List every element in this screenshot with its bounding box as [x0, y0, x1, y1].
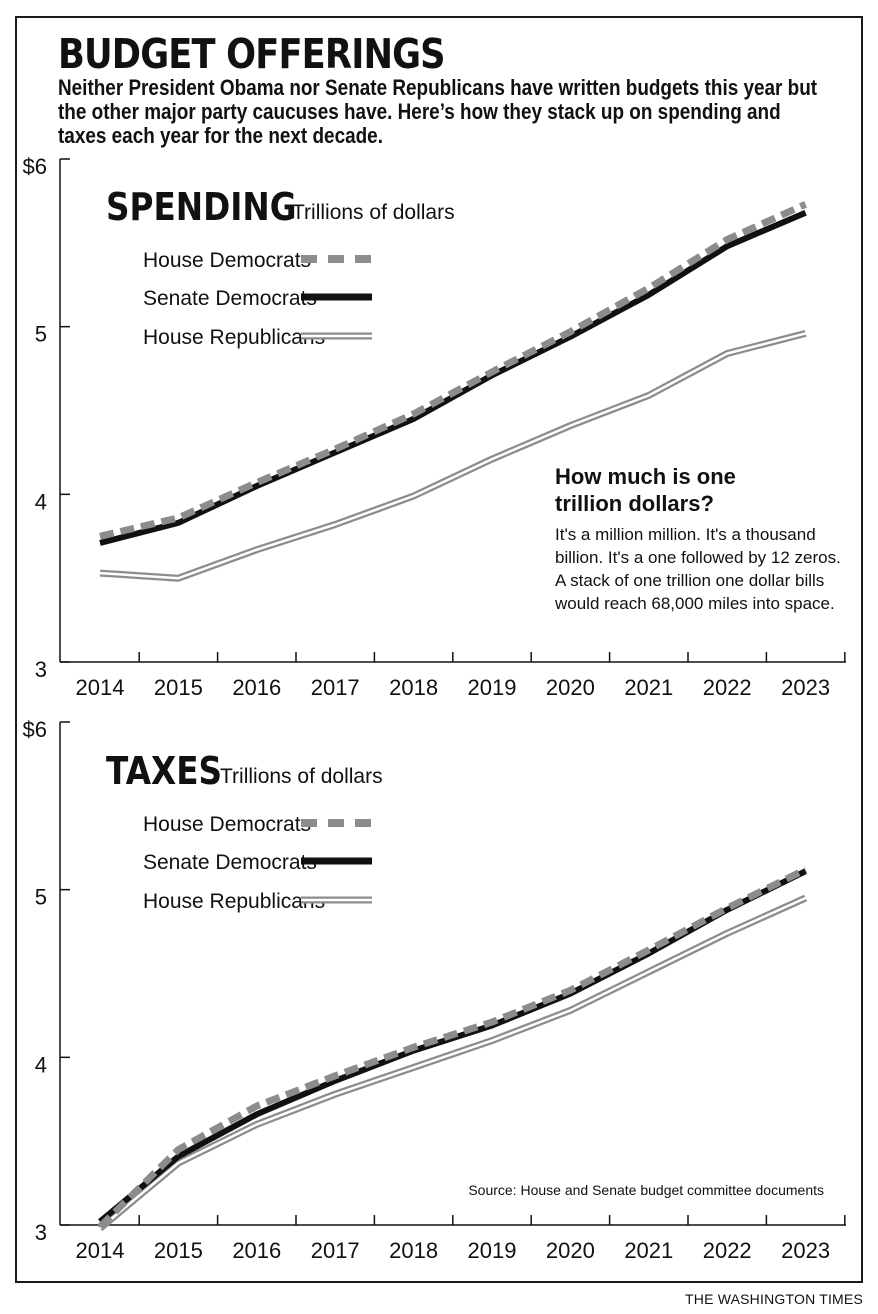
taxes-y-tick-label-2: 5 — [35, 885, 47, 910]
taxes-x-tick-label-5: 2019 — [468, 1238, 517, 1263]
spending-legend-label-2: House Republicans — [143, 326, 325, 349]
spending-x-tick-label-2: 2016 — [232, 675, 281, 700]
spending-x-tick-label-8: 2022 — [703, 675, 752, 700]
spending-note-body-0: It's a million million. It's a thousand — [555, 525, 816, 544]
page-subtitle: Neither President Obama nor Senate Repub… — [58, 75, 818, 148]
taxes-legend-label-2: House Republicans — [143, 890, 325, 913]
taxes-legend-label-1: Senate Democrats — [143, 851, 317, 874]
taxes-x-tick-label-1: 2015 — [154, 1238, 203, 1263]
spending-series-0-line — [99, 201, 808, 540]
spending-x-tick-label-1: 2015 — [154, 675, 203, 700]
spending-note-body-2: A stack of one trillion one dollar bills — [555, 571, 824, 590]
spending-note-heading-0: How much is one — [555, 464, 736, 489]
taxes-series-0-line — [97, 866, 808, 1230]
spending-y-tick-label-1: 4 — [35, 489, 47, 514]
taxes-legend-label-0: House Democrats — [143, 813, 311, 836]
spending-note-heading-1: trillion dollars? — [555, 491, 714, 516]
taxes-y-tick-label-0: 3 — [35, 1220, 47, 1245]
spending-y-tick-label-0: 3 — [35, 657, 47, 682]
spending-chart: 3 4 5 $6 2014 2015 2016 2017 2018 2019 2020 2021 202… — [23, 154, 846, 700]
spending-series-1-line — [99, 209, 807, 546]
spending-x-tick-label-3: 2017 — [311, 675, 360, 700]
taxes-chart-title: TAXES — [106, 750, 222, 794]
taxes-y-tick-label-3: $6 — [23, 717, 47, 742]
spending-x-tick-label-7: 2021 — [624, 675, 673, 700]
spending-legend-label-0: House Democrats — [143, 249, 311, 272]
taxes-x-tick-label-6: 2020 — [546, 1238, 595, 1263]
spending-x-tick-label-6: 2020 — [546, 675, 595, 700]
spending-chart-unit: Trillions of dollars — [292, 201, 455, 224]
taxes-source: Source: House and Senate budget committe… — [468, 1182, 824, 1198]
taxes-chart-unit: Trillions of dollars — [220, 765, 383, 788]
spending-note-body-1: billion. It's a one followed by 12 zeros… — [555, 548, 841, 567]
taxes-y-tick-label-1: 4 — [35, 1052, 47, 1077]
spending-x-tick-label-5: 2019 — [468, 675, 517, 700]
spending-y-tick-label-3: $6 — [23, 154, 47, 179]
taxes-x-tick-label-7: 2021 — [624, 1238, 673, 1263]
taxes-x-tick-label-0: 2014 — [76, 1238, 125, 1263]
taxes-x-tick-label-4: 2018 — [389, 1238, 438, 1263]
taxes-series-2-line-inner — [99, 896, 807, 1230]
taxes-x-tick-label-2: 2016 — [232, 1238, 281, 1263]
taxes-x-tick-label-9: 2023 — [781, 1238, 830, 1263]
spending-legend-label-1: Senate Democrats — [143, 287, 317, 310]
spending-series-2-line-inner — [99, 332, 806, 580]
spending-x-tick-label-4: 2018 — [389, 675, 438, 700]
figure-frame — [15, 16, 863, 1283]
spending-x-tick-label-9: 2023 — [781, 675, 830, 700]
taxes-x-tick-label-3: 2017 — [311, 1238, 360, 1263]
spending-note-body-3: would reach 68,000 miles into space. — [554, 594, 835, 613]
spending-x-tick-label-0: 2014 — [76, 675, 125, 700]
spending-chart-title: SPENDING — [106, 186, 297, 230]
page-title: BUDGET OFFERINGS — [58, 30, 446, 78]
credit-label: THE WASHINGTON TIMES — [685, 1291, 863, 1307]
taxes-chart: 3 4 5 $6 2014 2015 2016 2017 2018 2019 2020 2021 202… — [23, 717, 846, 1263]
taxes-x-tick-label-8: 2022 — [703, 1238, 752, 1263]
spending-y-tick-label-2: 5 — [35, 322, 47, 347]
